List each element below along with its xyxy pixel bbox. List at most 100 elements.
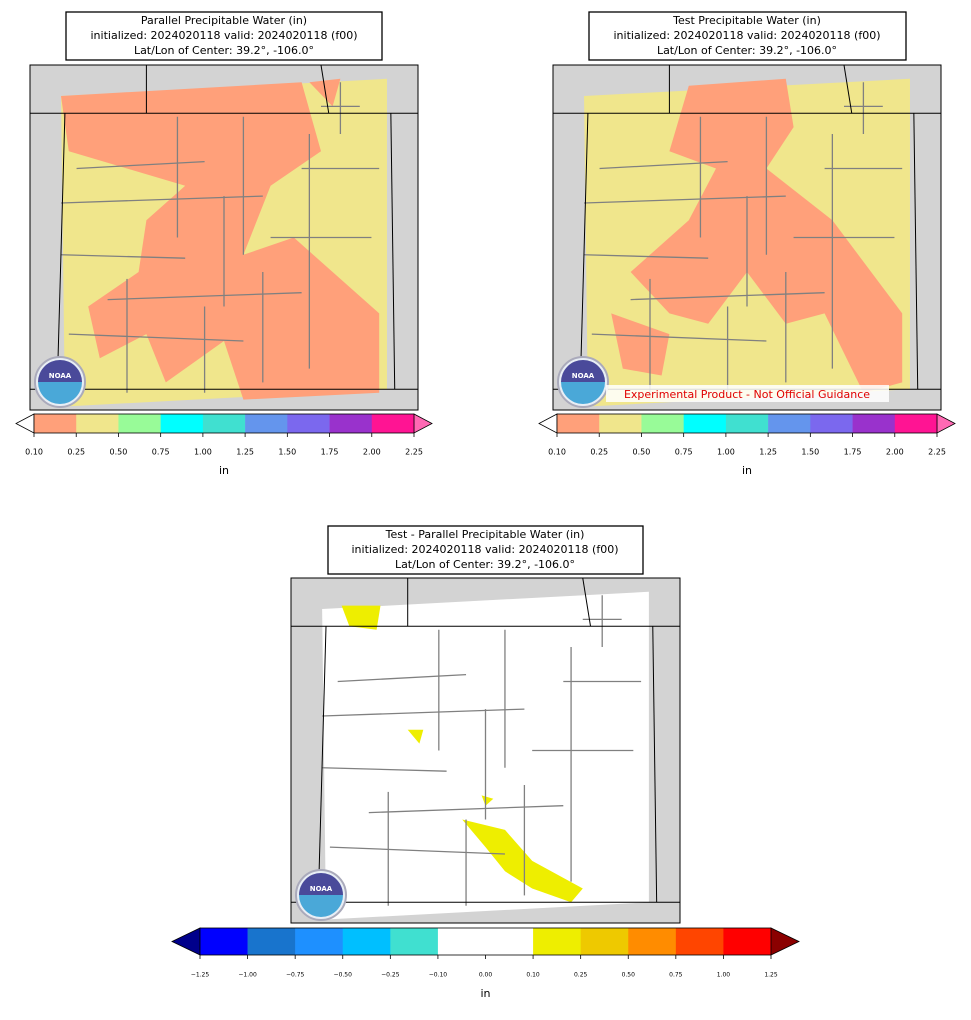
colorbar-tick-label: 1.00 [717,448,735,457]
colorbar-tick-label: 0.25 [590,448,608,457]
colorbar-segment [675,928,724,955]
logo [299,873,343,895]
title-box [588,11,907,61]
title-line: Test - Parallel Precipitable Water (in) [385,528,585,541]
field-area [611,313,670,376]
colorbar-extend-under [15,413,35,434]
colorbar-segment [683,414,727,433]
logo [561,382,605,404]
state-line [579,113,589,390]
colorbar-tick-label: 0.25 [67,448,85,457]
colorbar-tick-label: −0.25 [381,972,400,979]
colorbar-segment [287,414,330,433]
colorbar-segment [557,414,600,433]
title-line: Parallel Precipitable Water (in) [141,14,307,27]
colorbar-segment [437,928,486,955]
colorbar-extend-under [171,927,201,956]
field-area [61,82,380,400]
title-line: initialized: 2024020118 valid: 202402011… [352,543,619,556]
field-area [481,795,494,806]
colorbar-frame [33,413,415,434]
colorbar-segment [200,928,248,955]
colorbar-segment [533,928,581,955]
county-line [76,160,205,170]
state-line [843,65,853,114]
colorbar-tick-label: 0.75 [669,972,683,979]
colorbar-segment [485,928,534,955]
field-area [462,819,583,903]
colorbar-segment [76,414,119,433]
colorbar-segment [160,414,204,433]
colorbar-tick-label: 1.50 [278,448,296,457]
state-line [582,578,592,627]
title-line: initialized: 2024020118 valid: 202402011… [614,29,881,42]
colorbar-tick-label: 0.50 [110,448,128,457]
colorbar-tick-label: 2.00 [363,448,381,457]
county-line [61,254,186,259]
colorbar-tick-label: −0.75 [286,972,305,979]
colorbar-segment [295,928,344,955]
colorbar-extend-over [936,413,956,434]
map [30,65,418,410]
colorbar-segment [118,414,161,433]
colorbar-tick-label: −1.00 [238,972,257,979]
state-line [56,113,66,390]
field-area [407,729,424,744]
colorbar-tick-label: 1.75 [321,448,339,457]
colorbar-segment [723,928,772,955]
title-line: Lat/Lon of Center: 39.2°, -106.0° [395,558,575,571]
colorbar-tick-label: 0.75 [152,448,170,457]
annotation: Experimental Product - Not Official Guid… [624,388,870,401]
logo-text: NOAA [49,372,72,380]
county-line [68,333,244,342]
field-area [309,78,341,107]
colorbar-tick-label: 0.00 [479,972,493,979]
colorbar-segment [34,414,77,433]
state-line [390,113,396,390]
state-line [652,626,658,903]
colorbar-tick-label: 2.25 [405,448,423,457]
logo-text: NOAA [310,885,333,893]
panel: Parallel Precipitable Water (in) initiali… [15,11,433,477]
colorbar-extend-over [770,927,800,956]
title-line: initialized: 2024020118 valid: 202402011… [91,29,358,42]
colorbar-tick-label: −0.10 [429,972,448,979]
colorbar-tick-label: 0.25 [574,972,588,979]
state-line [913,113,919,390]
colorbar-segment [641,414,684,433]
colorbar-frame [556,413,938,434]
panel: Test - Parallel Precipitable Water (in) i… [171,525,800,1000]
title-box [327,525,644,575]
colorbar-tick-label: 2.25 [928,448,946,457]
title-line: Lat/Lon of Center: 39.2°, -106.0° [134,44,314,57]
colorbar-label: in [480,987,490,1000]
colorbar-segment [628,928,677,955]
county-line [107,292,302,301]
colorbar-tick-label: 1.00 [717,972,731,979]
county-line [329,846,505,855]
colorbar-segment [245,414,288,433]
annotation-box [606,385,889,402]
county-line [630,292,825,301]
colorbar-tick-label: 1.00 [194,448,212,457]
colorbar-segment [247,928,296,955]
colorbar-segment [371,414,415,433]
colorbar-segment [894,414,938,433]
colorbar-label: in [219,464,229,477]
county-line [337,673,467,683]
colorbar-extend-under [538,413,558,434]
state-line [320,65,330,114]
map-frame [290,577,681,924]
colorbar-tick-label: 0.50 [633,448,651,457]
county-line [599,160,728,170]
county-line [322,767,447,772]
colorbar-tick-label: 1.25 [764,972,778,979]
colorbar-tick-label: 0.10 [548,448,566,457]
county-line [584,195,786,204]
county-line [368,805,564,814]
map [291,578,680,923]
colorbar-tick-label: 1.75 [844,448,862,457]
county-line [584,254,709,259]
colorbar-tick-label: 2.00 [886,448,904,457]
